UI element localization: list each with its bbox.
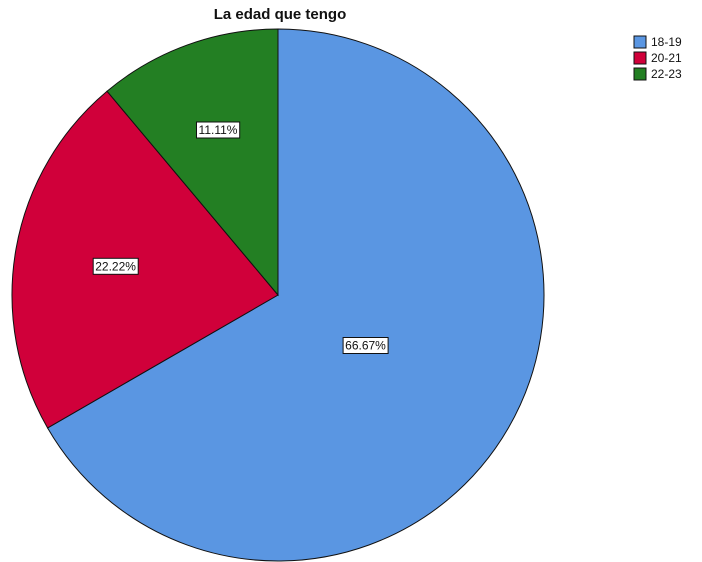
data-label-box-18-19 — [342, 337, 389, 354]
pie-slice-18-19 — [46, 28, 545, 562]
data-label-18-19: 66.67% — [345, 339, 386, 353]
pie-slice-20-21 — [11, 90, 279, 429]
pie-slices — [11, 28, 545, 562]
legend-swatch-18-19 — [633, 35, 647, 49]
data-label-box-22-23 — [196, 121, 241, 139]
legend-label-22-23: 22-23 — [651, 67, 682, 81]
data-label-20-21: 22.22% — [95, 259, 136, 273]
legend-swatch-22-23 — [633, 67, 647, 81]
pie-slice-22-23 — [106, 28, 279, 297]
legend: 18-19 20-21 22-23 — [633, 35, 682, 81]
data-labels: 66.67% 22.22% 11.11% — [92, 121, 389, 354]
legend-swatch-20-21 — [633, 51, 647, 65]
data-label-22-23: 11.11% — [199, 123, 238, 137]
chart-title: La edad que tengo — [213, 6, 347, 23]
data-label-box-20-21 — [92, 257, 139, 275]
legend-label-20-21: 20-21 — [651, 51, 682, 65]
legend-label-18-19: 18-19 — [651, 35, 682, 49]
